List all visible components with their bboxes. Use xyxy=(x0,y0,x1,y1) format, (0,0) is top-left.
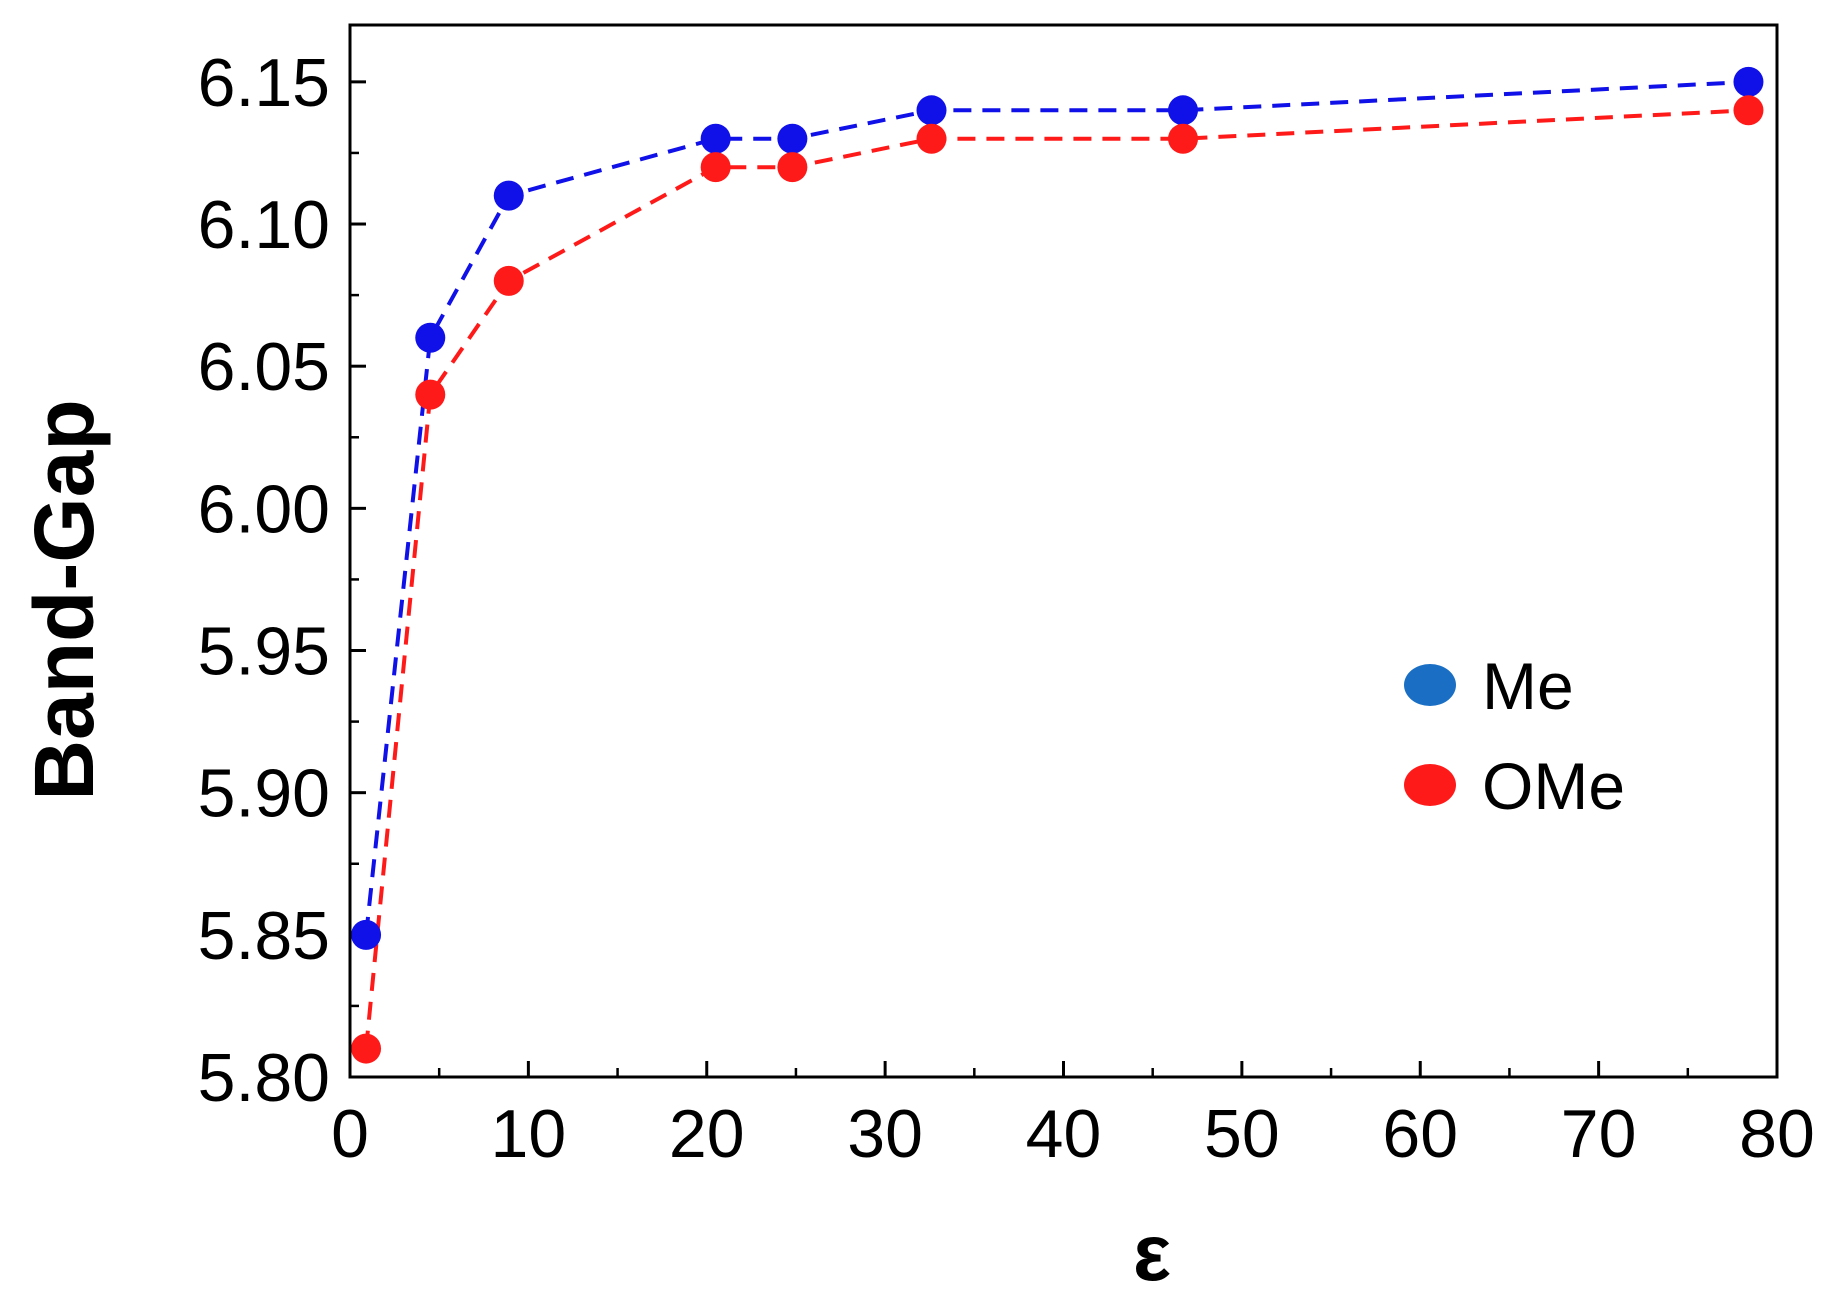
y-tick-label: 5.95 xyxy=(198,614,330,690)
x-tick-label: 80 xyxy=(1739,1096,1815,1172)
y-tick-label: 6.15 xyxy=(198,45,330,121)
data-point-me xyxy=(1733,66,1764,97)
data-point-ome xyxy=(916,123,947,154)
x-tick-label: 70 xyxy=(1561,1096,1637,1172)
y-tick-label: 6.00 xyxy=(198,471,330,547)
data-point-ome xyxy=(777,152,808,183)
data-point-ome xyxy=(351,1033,382,1064)
x-tick-label: 10 xyxy=(491,1096,567,1172)
y-axis-title: Band-Gap xyxy=(17,399,111,800)
legend-label-ome: OMe xyxy=(1482,749,1625,823)
x-tick-label: 30 xyxy=(847,1096,923,1172)
x-axis-title: ε xyxy=(1133,1208,1171,1297)
data-point-me xyxy=(700,123,731,154)
data-point-me xyxy=(493,180,524,211)
axis-ticks xyxy=(348,80,1779,1079)
data-point-ome xyxy=(700,152,731,183)
data-point-me xyxy=(777,123,808,154)
tick-labels: 0 10 20 30 40 50 60 70 80 5.80 5.85 5.90 5.95 6.00 6.0… xyxy=(198,45,1815,1172)
data-point-ome xyxy=(415,379,446,410)
data-point-ome xyxy=(493,265,524,296)
plot-frame xyxy=(348,23,1779,1079)
x-tick-label: 0 xyxy=(331,1096,369,1172)
data-point-ome xyxy=(1733,95,1764,126)
y-tick-label: 5.85 xyxy=(198,898,330,974)
x-tick-label: 40 xyxy=(1026,1096,1102,1172)
x-tick-label: 60 xyxy=(1382,1096,1458,1172)
legend-marker-ome xyxy=(1404,764,1456,806)
y-tick-label: 6.05 xyxy=(198,329,330,405)
x-tick-label: 20 xyxy=(669,1096,745,1172)
data-point-me xyxy=(916,95,947,126)
data-point-me xyxy=(415,322,446,353)
y-tick-label: 5.90 xyxy=(198,756,330,832)
data-point-me xyxy=(351,919,382,950)
series-line-me xyxy=(364,79,1749,936)
data-point-me xyxy=(1168,95,1199,126)
data-point-ome xyxy=(1168,123,1199,154)
x-tick-label: 50 xyxy=(1204,1096,1280,1172)
legend-label-me: Me xyxy=(1482,649,1574,723)
y-tick-label: 5.80 xyxy=(198,1040,330,1116)
legend: Me OMe xyxy=(1404,649,1625,823)
legend-marker-me xyxy=(1404,664,1456,706)
y-tick-label: 6.10 xyxy=(198,187,330,263)
series-layer xyxy=(351,66,1764,1064)
series-line-ome xyxy=(364,108,1749,1049)
